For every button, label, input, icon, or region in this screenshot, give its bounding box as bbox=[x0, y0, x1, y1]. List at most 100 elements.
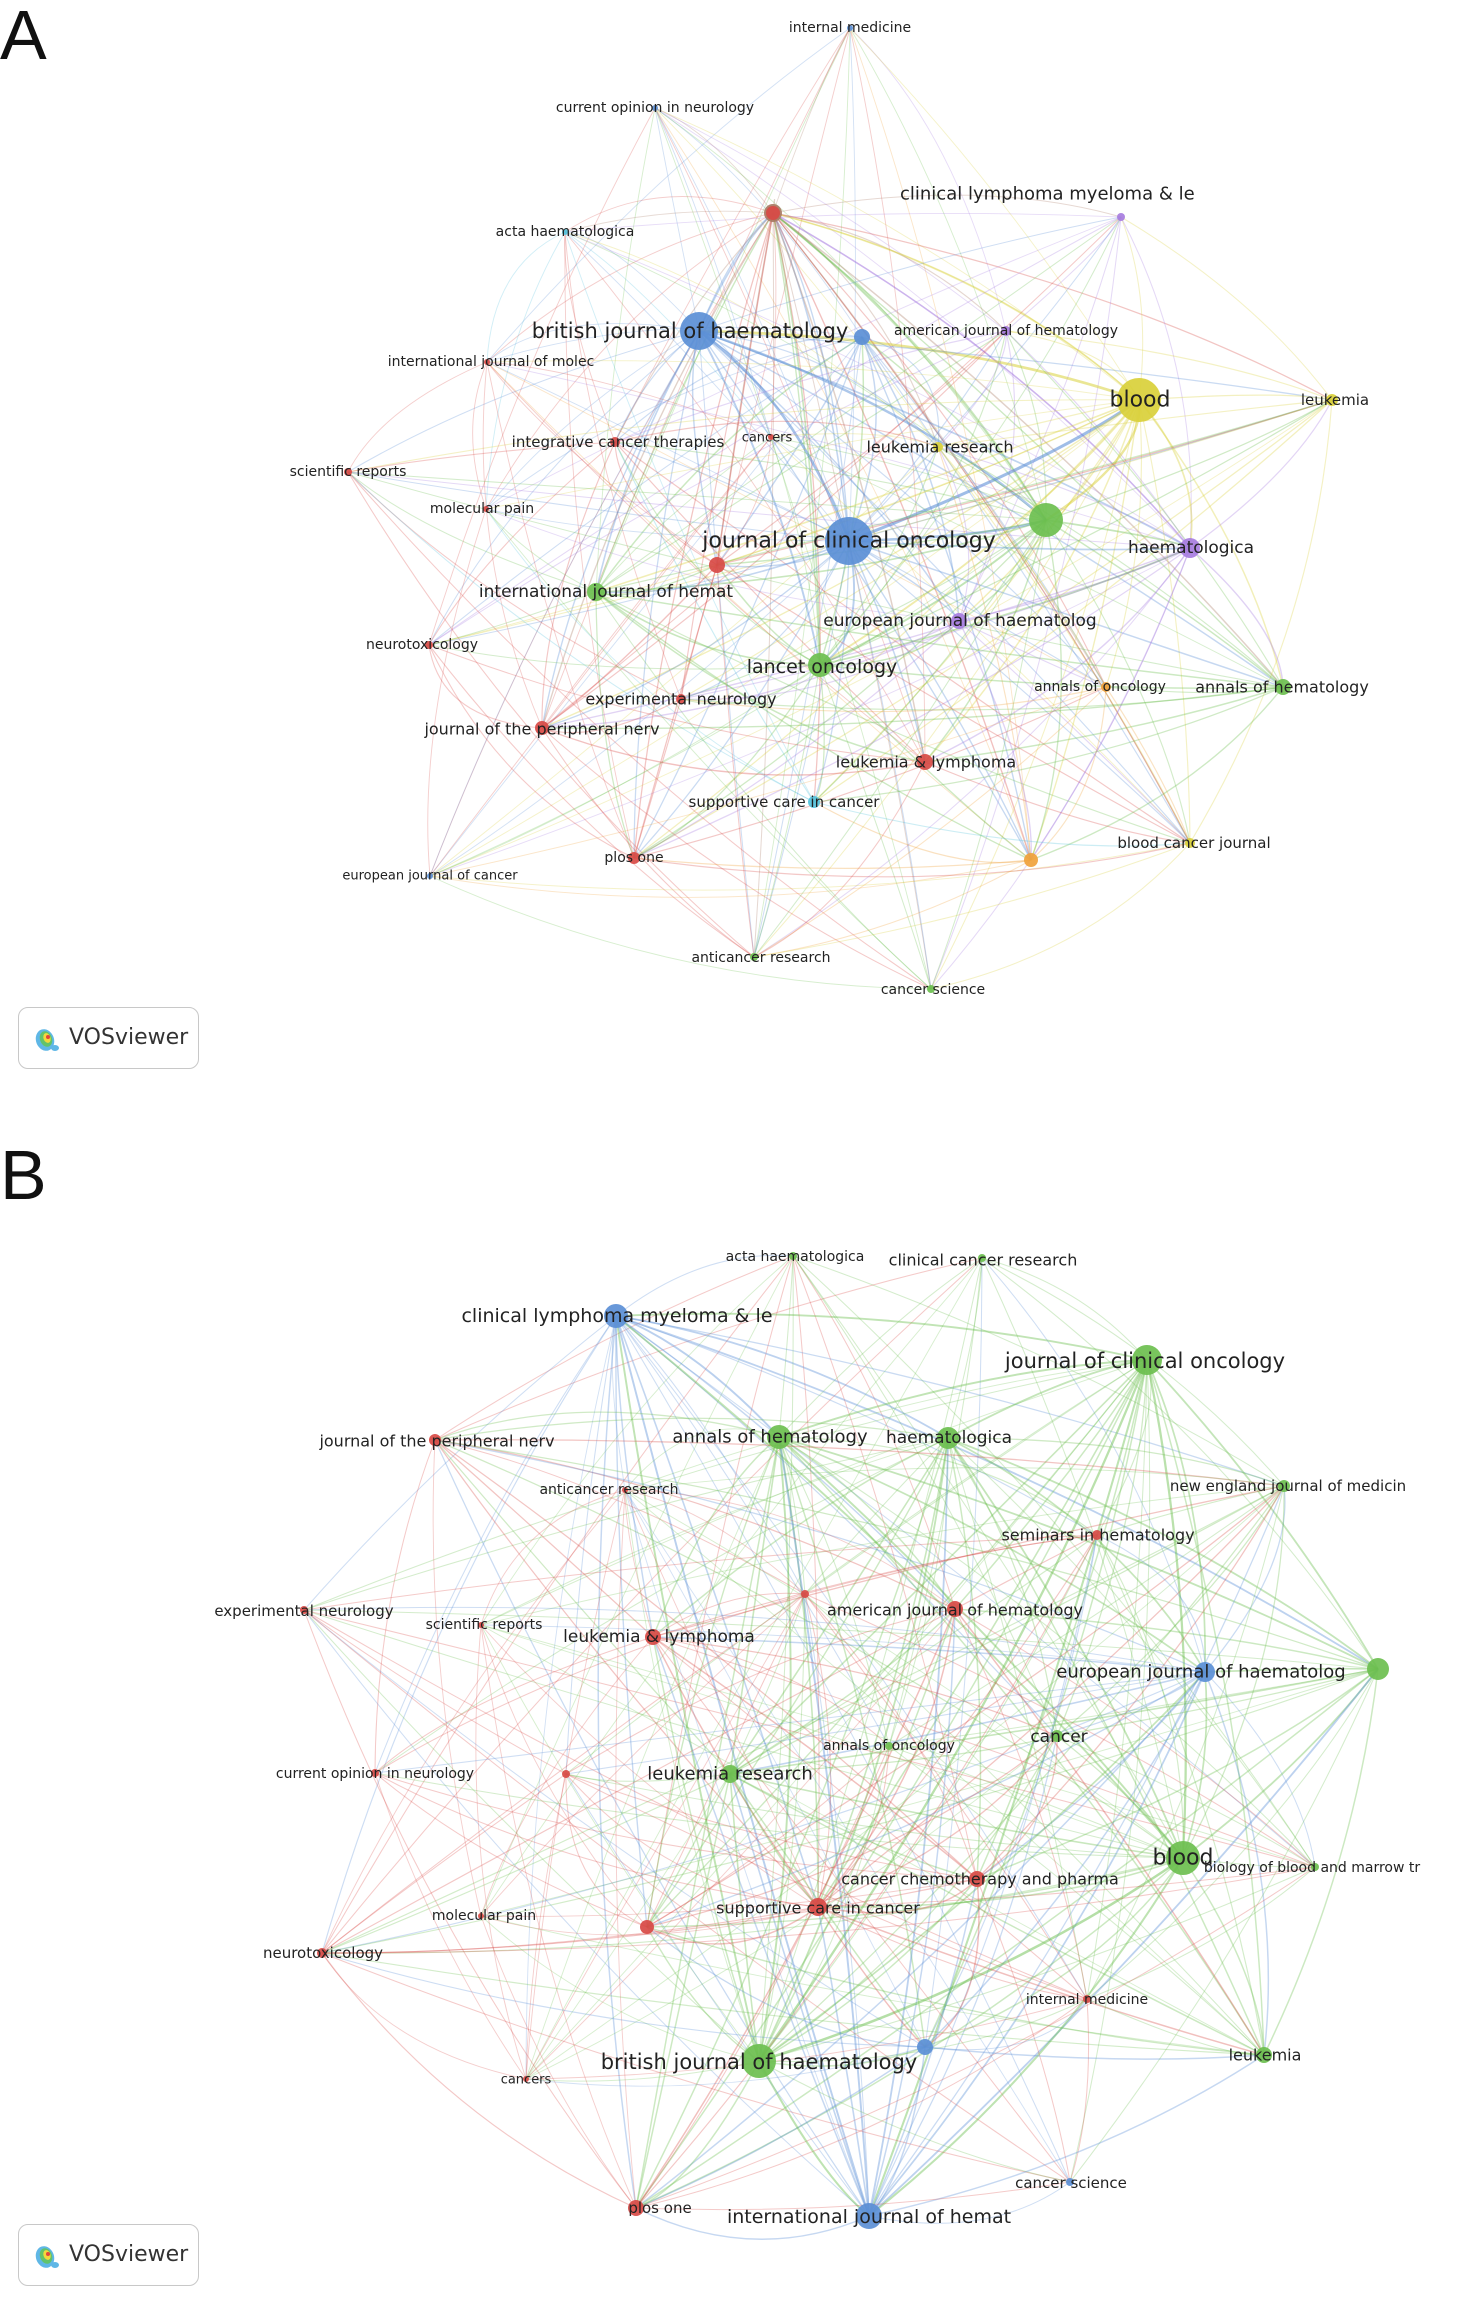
journal-node[interactable] bbox=[1083, 1995, 1091, 2003]
citation-link bbox=[432, 1439, 482, 1917]
journal-node[interactable] bbox=[1256, 2047, 1272, 2063]
journal-node[interactable] bbox=[652, 105, 658, 111]
journal-node[interactable] bbox=[645, 1629, 661, 1645]
journal-node[interactable] bbox=[425, 641, 433, 649]
citation-link bbox=[778, 1436, 1206, 1673]
journal-node[interactable] bbox=[768, 434, 774, 440]
journal-node[interactable] bbox=[709, 557, 725, 573]
citation-link bbox=[947, 1257, 983, 1439]
citation-link bbox=[819, 547, 1191, 666]
journal-node[interactable] bbox=[1024, 853, 1038, 867]
citation-link bbox=[848, 540, 1107, 688]
journal-node[interactable] bbox=[622, 1487, 628, 1493]
journal-node[interactable] bbox=[1195, 1662, 1215, 1682]
journal-node[interactable] bbox=[1311, 1863, 1319, 1871]
citation-link bbox=[321, 1866, 1316, 1954]
journal-node[interactable] bbox=[640, 1920, 654, 1934]
journal-node[interactable] bbox=[1117, 378, 1161, 422]
journal-node[interactable] bbox=[721, 1765, 739, 1783]
journal-node[interactable] bbox=[885, 1742, 893, 1750]
journal-node[interactable] bbox=[801, 1590, 809, 1598]
journal-node[interactable] bbox=[429, 1434, 441, 1446]
journal-node[interactable] bbox=[808, 796, 820, 808]
journal-node[interactable] bbox=[676, 694, 686, 704]
journal-node[interactable] bbox=[1101, 682, 1111, 692]
citation-link bbox=[772, 212, 850, 542]
journal-node[interactable] bbox=[478, 1913, 484, 1919]
journal-node[interactable] bbox=[483, 506, 489, 512]
citation-link bbox=[947, 1437, 1058, 1737]
journal-node[interactable] bbox=[1132, 1345, 1162, 1375]
journal-node[interactable] bbox=[1278, 1480, 1290, 1492]
journal-node[interactable] bbox=[427, 873, 433, 879]
journal-node[interactable] bbox=[562, 1770, 570, 1778]
journal-node[interactable] bbox=[856, 2203, 882, 2229]
journal-node[interactable] bbox=[969, 1871, 985, 1887]
journal-node[interactable] bbox=[825, 517, 873, 565]
journal-node[interactable] bbox=[680, 312, 718, 350]
citation-link bbox=[1086, 1668, 1379, 2000]
journal-node[interactable] bbox=[628, 852, 640, 864]
journal-node[interactable] bbox=[1326, 394, 1338, 406]
journal-node[interactable] bbox=[933, 442, 943, 452]
journal-node[interactable] bbox=[917, 2039, 933, 2055]
journal-node[interactable] bbox=[854, 329, 870, 345]
journal-node[interactable] bbox=[1001, 326, 1011, 336]
journal-node[interactable] bbox=[750, 953, 758, 961]
citation-link bbox=[615, 1315, 1285, 1487]
journal-node[interactable] bbox=[951, 613, 967, 629]
journal-node[interactable] bbox=[1117, 213, 1125, 221]
citation-link bbox=[595, 540, 850, 594]
journal-node[interactable] bbox=[947, 1601, 963, 1617]
journal-node[interactable] bbox=[809, 1898, 827, 1916]
journal-node[interactable] bbox=[484, 359, 490, 365]
journal-node[interactable] bbox=[766, 206, 780, 220]
journal-node[interactable] bbox=[300, 1606, 308, 1614]
journal-node[interactable] bbox=[1275, 679, 1291, 695]
journal-node[interactable] bbox=[1180, 538, 1200, 558]
journal-node[interactable] bbox=[917, 754, 933, 770]
citation-link bbox=[937, 446, 1284, 688]
citation-link bbox=[525, 1998, 1088, 2080]
journal-node[interactable] bbox=[587, 583, 605, 601]
citation-link bbox=[758, 1735, 1058, 2062]
citation-link bbox=[868, 2181, 1071, 2224]
journal-node[interactable] bbox=[371, 1769, 379, 1777]
citation-link bbox=[729, 1359, 1148, 1775]
journal-node[interactable] bbox=[562, 229, 568, 235]
journal-node[interactable] bbox=[628, 2200, 644, 2216]
journal-node[interactable] bbox=[1367, 1658, 1389, 1680]
journal-node[interactable] bbox=[1166, 1841, 1200, 1875]
citation-link bbox=[947, 1437, 1316, 1868]
journal-node[interactable] bbox=[478, 1622, 484, 1628]
journal-node[interactable] bbox=[1092, 1530, 1102, 1540]
citation-link bbox=[615, 1315, 1184, 1859]
journal-node[interactable] bbox=[978, 1254, 986, 1262]
citation-link bbox=[565, 1359, 1148, 1775]
journal-node[interactable] bbox=[344, 468, 352, 476]
journal-node[interactable] bbox=[1029, 503, 1063, 537]
journal-node[interactable] bbox=[535, 721, 549, 735]
citation-link bbox=[374, 1315, 617, 1774]
journal-node[interactable] bbox=[1051, 1730, 1063, 1742]
citation-link bbox=[1045, 519, 1191, 844]
citation-link bbox=[321, 1952, 527, 2080]
citation-link bbox=[429, 446, 939, 877]
journal-node[interactable] bbox=[1185, 838, 1195, 848]
journal-node[interactable] bbox=[789, 1252, 797, 1260]
journal-node[interactable] bbox=[742, 2044, 776, 2078]
journal-node[interactable] bbox=[523, 2076, 529, 2082]
citation-link bbox=[691, 330, 718, 566]
journal-node[interactable] bbox=[847, 25, 853, 31]
journal-node[interactable] bbox=[317, 1948, 327, 1958]
citation-link bbox=[954, 1359, 1148, 1610]
journal-node[interactable] bbox=[767, 1425, 791, 1449]
journal-node[interactable] bbox=[1066, 2178, 1074, 2186]
journal-node[interactable] bbox=[808, 653, 832, 677]
citation-link bbox=[817, 1857, 1184, 1908]
journal-node[interactable] bbox=[927, 985, 935, 993]
journal-node[interactable] bbox=[610, 437, 620, 447]
journal-node[interactable] bbox=[937, 1427, 959, 1449]
journal-node[interactable] bbox=[604, 1304, 628, 1328]
journal-label: molecular pain bbox=[430, 501, 534, 517]
